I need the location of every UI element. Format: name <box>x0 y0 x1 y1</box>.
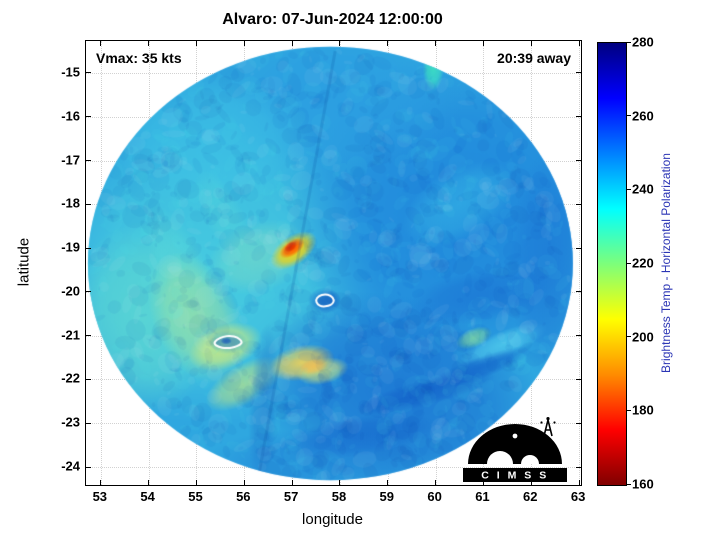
y-tick-label: -21 <box>61 327 80 343</box>
x-tick-mark <box>578 480 580 485</box>
cimss-logo-radome-left <box>487 451 513 464</box>
cimss-logo: C I M S S <box>463 417 567 482</box>
y-tick-mark <box>576 335 581 337</box>
y-tick-label: -18 <box>61 195 80 211</box>
colorbar-tick-mark <box>627 115 631 117</box>
plot-area: Vmax: 35 kts 20:39 away C I M S S <box>85 40 582 486</box>
x-tick-mark <box>148 480 150 485</box>
plot-title: Alvaro: 07-Jun-2024 12:00:00 <box>222 11 443 28</box>
cimss-logo-dome <box>468 424 562 464</box>
colorbar-tick-mark <box>627 262 631 264</box>
x-tick-mark <box>339 480 341 485</box>
x-tick-label: 54 <box>140 489 155 504</box>
vmax-annotation: Vmax: 35 kts <box>96 50 182 66</box>
cimss-logo-text: C I M S S <box>481 470 548 482</box>
x-tick-label: 57 <box>283 489 299 504</box>
y-tick-label: -16 <box>61 108 80 124</box>
y-tick-label: -17 <box>61 152 80 168</box>
colorbar-tick-label: 240 <box>632 181 654 197</box>
y-tick-mark <box>86 291 91 293</box>
y-tick-label: -19 <box>61 239 80 255</box>
colorbar-gradient <box>598 43 626 485</box>
x-tick-label: 53 <box>92 489 108 504</box>
y-tick-mark <box>576 247 581 249</box>
x-tick-label: 61 <box>475 489 490 504</box>
x-tick-mark <box>195 41 197 46</box>
y-tick-label: -15 <box>61 64 80 80</box>
cimss-logo-radome-right <box>521 455 539 464</box>
y-tick-mark <box>86 160 91 162</box>
x-tick-label: 62 <box>523 489 538 504</box>
y-tick-mark <box>86 116 91 118</box>
colorbar-tick-mark <box>627 336 631 338</box>
x-tick-mark <box>148 41 150 46</box>
x-tick-mark <box>195 480 197 485</box>
y-tick-mark <box>86 72 91 74</box>
y-tick-mark <box>576 378 581 380</box>
x-tick-mark <box>435 41 437 46</box>
x-tick-mark <box>435 480 437 485</box>
x-tick-mark <box>339 41 341 46</box>
colorbar-tick-mark <box>627 188 631 190</box>
y-tick-mark <box>576 116 581 118</box>
x-tick-mark <box>243 41 245 46</box>
eta-annotation: 20:39 away <box>497 50 571 66</box>
x-tick-mark <box>482 41 484 46</box>
x-tick-mark <box>100 41 102 46</box>
x-tick-mark <box>291 41 293 46</box>
x-tick-label: 58 <box>331 489 347 504</box>
colorbar-tick-label: 200 <box>632 329 654 345</box>
x-tick-label: 60 <box>427 489 442 504</box>
x-tick-mark <box>100 480 102 485</box>
colorbar-tick-mark <box>627 483 631 485</box>
y-tick-label: -24 <box>61 458 80 474</box>
colorbar-tick-mark <box>627 41 631 43</box>
x-tick-mark <box>530 41 532 46</box>
colorbar-tick-mark <box>627 409 631 411</box>
x-tick-label: 63 <box>570 489 586 504</box>
y-tick-mark <box>86 247 91 249</box>
y-tick-mark <box>86 378 91 380</box>
y-axis-label: latitude <box>15 237 33 287</box>
y-tick-mark <box>576 466 581 468</box>
cimss-logo-band <box>463 468 567 482</box>
x-tick-mark <box>387 41 389 46</box>
cimss-logo-antenna <box>512 433 518 439</box>
x-tick-mark <box>530 480 532 485</box>
x-tick-label: 59 <box>379 489 395 504</box>
x-tick-mark <box>482 480 484 485</box>
x-axis-label: longitude <box>302 511 363 528</box>
x-tick-mark <box>387 480 389 485</box>
colorbar <box>597 42 627 486</box>
y-tick-label: -22 <box>61 370 80 386</box>
colorbar-axis-label: Brightness Temp - Horizontal Polarizatio… <box>659 153 673 373</box>
x-tick-mark <box>578 41 580 46</box>
colorbar-tick-label: 220 <box>632 255 654 271</box>
y-tick-mark <box>86 203 91 205</box>
satellite-swath-canvas <box>86 41 581 485</box>
y-tick-mark <box>576 422 581 424</box>
colorbar-tick-label: 160 <box>632 476 654 492</box>
colorbar-tick-label: 180 <box>632 402 654 418</box>
x-tick-label: 56 <box>236 489 251 504</box>
cimss-logo-tower <box>540 417 556 437</box>
y-tick-mark <box>576 203 581 205</box>
x-tick-label: 55 <box>188 489 203 504</box>
colorbar-tick-label: 260 <box>632 108 654 124</box>
y-tick-label: -23 <box>61 414 80 430</box>
y-tick-mark <box>576 72 581 74</box>
x-tick-mark <box>243 480 245 485</box>
x-tick-mark <box>291 480 293 485</box>
colorbar-tick-label: 280 <box>632 34 654 50</box>
y-tick-mark <box>86 335 91 337</box>
y-tick-mark <box>86 466 91 468</box>
y-tick-mark <box>86 422 91 424</box>
y-tick-mark <box>576 291 581 293</box>
y-tick-mark <box>576 160 581 162</box>
y-tick-label: -20 <box>61 283 80 299</box>
